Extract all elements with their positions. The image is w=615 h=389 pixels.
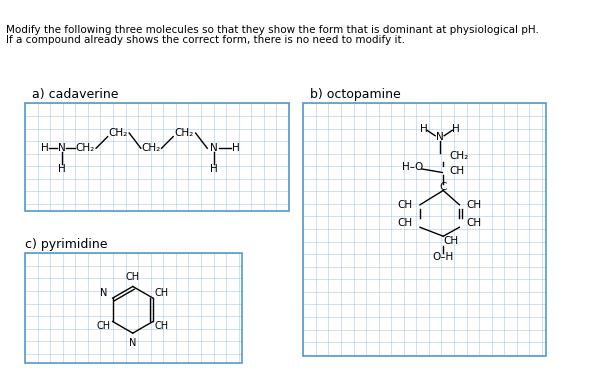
Text: H: H	[210, 164, 218, 174]
Text: CH₂: CH₂	[174, 128, 194, 138]
Text: N: N	[129, 338, 137, 348]
Text: CH: CH	[398, 218, 413, 228]
Text: N: N	[436, 131, 443, 142]
Text: b) octopamine: b) octopamine	[311, 88, 401, 101]
Text: N: N	[100, 288, 108, 298]
Text: H: H	[419, 124, 427, 133]
Text: H–O: H–O	[402, 162, 423, 172]
Bar	[25, 103, 289, 211]
Text: C: C	[440, 182, 447, 192]
Text: If a compound already shows the correct form, there is no need to modify it.: If a compound already shows the correct …	[6, 35, 405, 45]
Text: CH: CH	[467, 218, 482, 228]
Text: CH₂: CH₂	[76, 143, 95, 153]
Text: CH: CH	[97, 321, 111, 331]
Text: H: H	[58, 164, 66, 174]
Text: CH: CH	[398, 200, 413, 210]
Bar	[25, 253, 242, 363]
Text: a) cadaverine: a) cadaverine	[33, 88, 119, 101]
Text: O–H: O–H	[432, 252, 454, 262]
Bar	[303, 103, 546, 356]
Text: H: H	[232, 143, 240, 153]
Text: H: H	[41, 143, 49, 153]
Text: c) pyrimidine: c) pyrimidine	[25, 238, 108, 251]
Text: CH: CH	[443, 236, 458, 246]
Text: N: N	[210, 143, 218, 153]
Text: CH: CH	[154, 321, 169, 331]
Text: CH: CH	[467, 200, 482, 210]
Text: CH₂: CH₂	[109, 128, 128, 138]
Text: Modify the following three molecules so that they show the form that is dominant: Modify the following three molecules so …	[6, 25, 539, 35]
Text: CH: CH	[154, 288, 169, 298]
Text: CH₂: CH₂	[450, 151, 469, 161]
Text: CH: CH	[450, 166, 465, 176]
Text: CH: CH	[125, 272, 140, 282]
Text: N: N	[58, 143, 66, 153]
Text: H: H	[452, 124, 459, 133]
Text: CH₂: CH₂	[141, 143, 161, 153]
